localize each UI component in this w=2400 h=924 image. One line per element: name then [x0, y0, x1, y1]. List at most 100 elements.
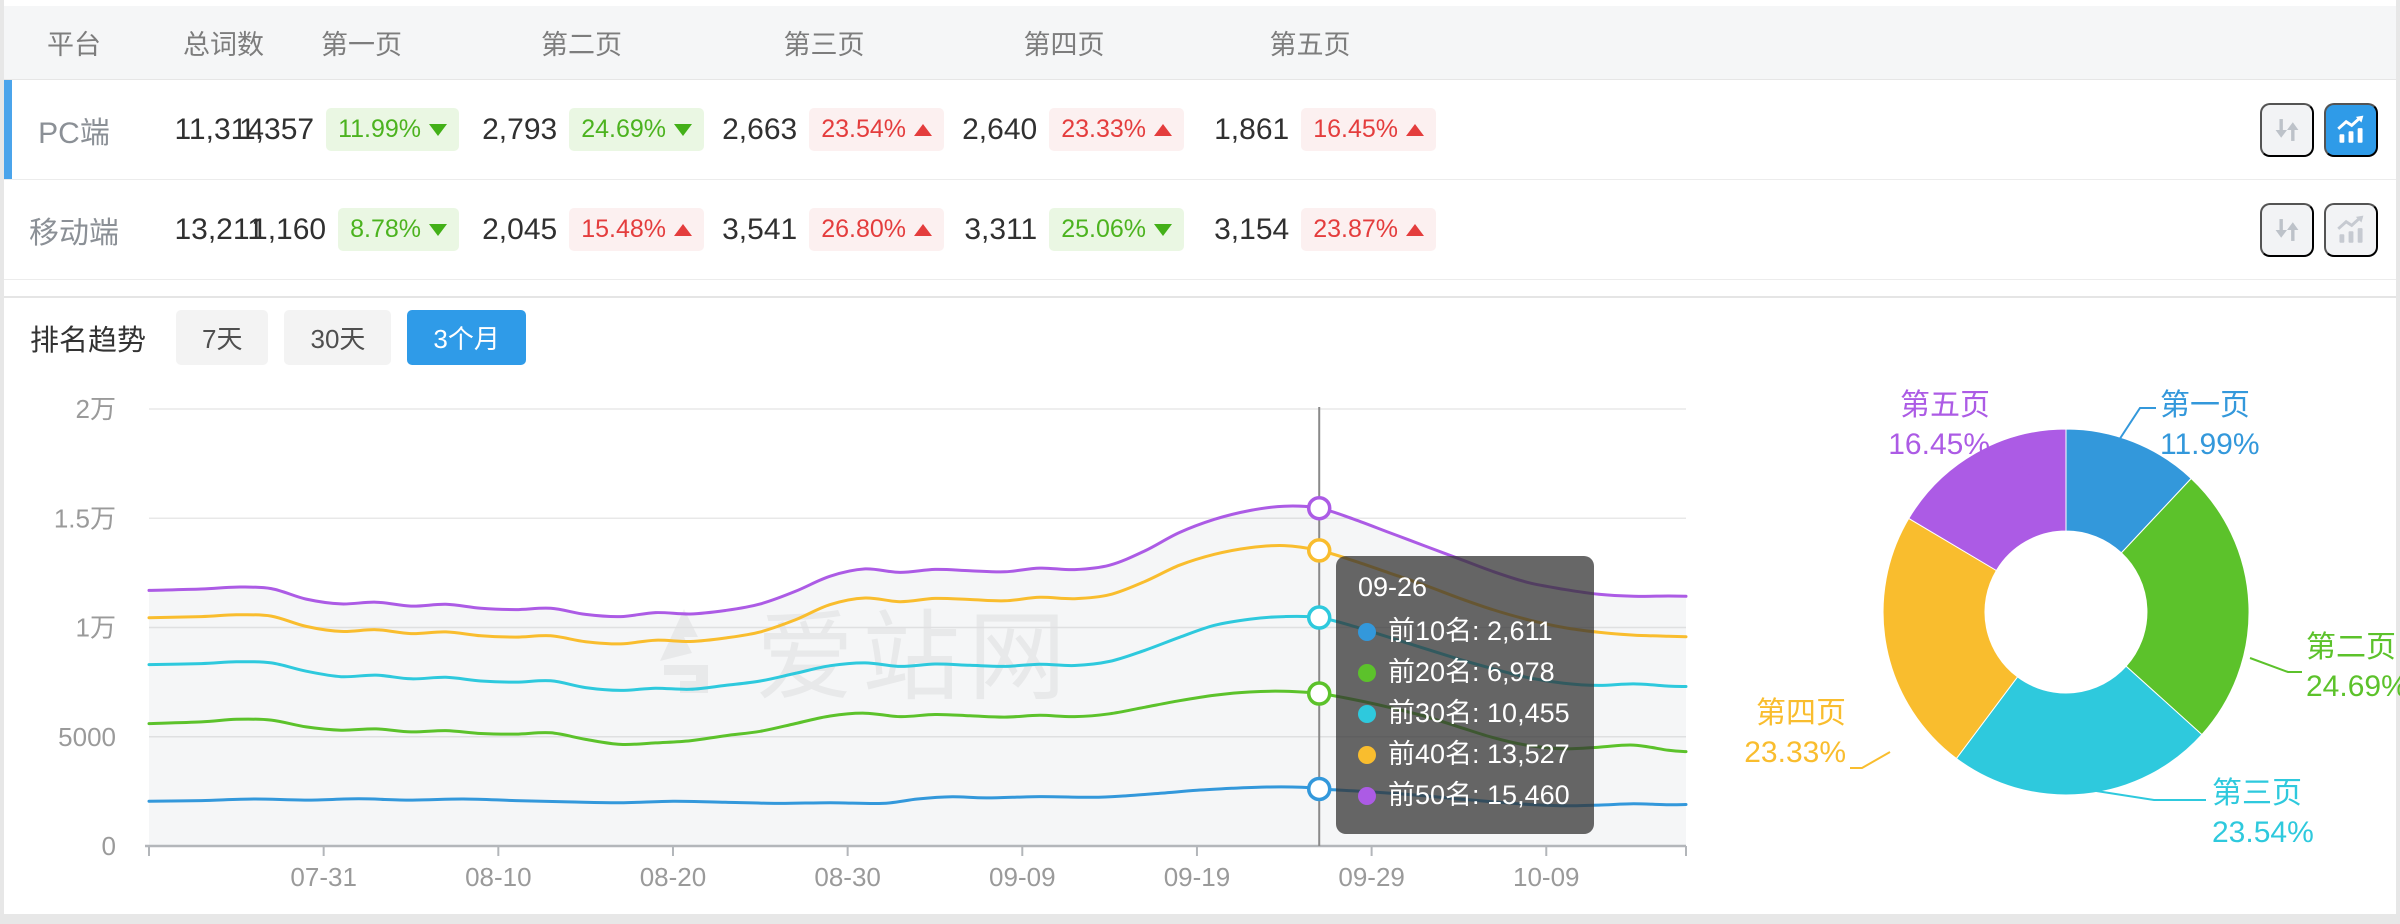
pie-label-name: 第一页 — [2160, 389, 2250, 422]
percent-value: 23.54% — [821, 115, 906, 143]
column-header-total-words: 总词数 — [183, 30, 264, 60]
y-axis-label: 2万 — [76, 394, 116, 424]
page4-count: 3,311 — [964, 212, 1038, 246]
hover-marker-前20名 — [1306, 681, 1332, 706]
pie-label-percent: 16.45% — [1888, 428, 1990, 461]
y-axis-label: 1万 — [76, 613, 116, 643]
page5-percent-badge: 23.87% — [1301, 208, 1436, 251]
tooltip-series-dot — [1358, 704, 1376, 723]
page3-percent-badge: 23.54% — [809, 108, 944, 151]
chart-tooltip: 09-26 前10名: 2,611 前20名: 6,978 前30名: 10,455… — [1336, 556, 1594, 834]
dashboard-card: 平台 总词数 第一页 第二页 第三页 第四页 第五页 PC端 11,314 1,35… — [4, 0, 2400, 914]
page5-percent-badge: 16.45% — [1301, 108, 1436, 151]
trend-chart-icon — [2337, 215, 2364, 243]
x-axis-label: 08-10 — [465, 862, 532, 892]
page2-count: 2,793 — [482, 112, 558, 146]
x-axis-label: 09-19 — [1164, 862, 1231, 892]
y-axis-label: 1.5万 — [54, 503, 116, 533]
page1-cell: 1,357 11.99% — [239, 108, 459, 151]
pie-leader-line-第一页 — [2101, 407, 2156, 467]
hover-marker-前30名 — [1306, 605, 1332, 630]
area-fill — [149, 506, 1686, 846]
page1-cell: 1,160 8.78% — [251, 208, 459, 251]
page5-cell: 3,154 23.87% — [1184, 208, 1436, 251]
table-row-pc[interactable]: PC端 11,314 1,357 11.99% 2,793 24.69% 2,663 23.5… — [4, 80, 2396, 180]
tooltip-series-text: 前40名: 13,527 — [1388, 739, 1570, 769]
sort-arrows-icon — [2275, 118, 2299, 141]
arrow-down-icon — [429, 123, 447, 136]
total-words-value: 13,211 — [174, 212, 264, 246]
trend-chart-button[interactable] — [2324, 202, 2378, 257]
tooltip-series-dot — [1358, 745, 1376, 764]
pie-label-name: 第五页 — [1900, 389, 1990, 422]
percent-value: 11.99% — [338, 115, 421, 143]
page2-cell: 2,045 15.48% — [459, 208, 704, 251]
table-header: 平台 总词数 第一页 第二页 第三页 第四页 第五页 — [4, 6, 2396, 80]
pie-leader-line-第二页 — [2249, 657, 2302, 673]
arrow-up-icon — [1406, 123, 1424, 136]
pie-label-第三页: 第三页 23.54% — [2212, 774, 2382, 852]
tab-range-0[interactable]: 7天 — [176, 310, 269, 365]
trend-line-chart[interactable]: 2万 1.5万 1万 5000 0 07-31 08-10 08-20 08-30 09-09 09… — [4, 376, 1754, 914]
sort-compare-button[interactable] — [2260, 202, 2314, 257]
arrow-up-icon — [1154, 123, 1172, 136]
trend-chart-button[interactable] — [2324, 102, 2378, 157]
pie-label-percent: 23.54% — [2212, 816, 2314, 849]
pie-slice-第二页[interactable] — [2120, 477, 2250, 736]
tooltip-series-row: 前30名: 10,455 — [1358, 693, 1570, 734]
percent-value: 23.33% — [1061, 115, 1146, 143]
page3-cell: 3,541 26.80% — [704, 208, 944, 251]
hover-marker-前40名 — [1306, 538, 1332, 563]
sort-arrows-icon — [2275, 218, 2299, 241]
percent-value: 26.80% — [821, 215, 906, 243]
pie-label-percent: 23.33% — [1744, 736, 1846, 769]
pie-slice-第五页[interactable] — [1908, 428, 2067, 572]
page3-percent-badge: 26.80% — [809, 208, 944, 251]
tooltip-date: 09-26 — [1358, 572, 1428, 602]
page5-cell: 1,861 16.45% — [1184, 108, 1436, 151]
tab-range-1[interactable]: 30天 — [284, 310, 392, 365]
page2-cell: 2,793 24.69% — [459, 108, 704, 151]
total-words-value: 11,314 — [174, 112, 264, 146]
pie-label-name: 第四页 — [1756, 697, 1846, 730]
arrow-up-icon — [914, 123, 932, 136]
column-header-page4: 第四页 — [1023, 30, 1105, 60]
tooltip-series-row: 前20名: 6,978 — [1358, 652, 1570, 693]
page2-count: 2,045 — [482, 212, 558, 246]
arrow-up-icon — [674, 223, 692, 236]
page2-percent-badge: 15.48% — [569, 208, 704, 251]
page5-count: 3,154 — [1214, 212, 1290, 246]
x-axis-label: 09-09 — [989, 862, 1056, 892]
x-axis-label: 09-29 — [1338, 862, 1405, 892]
pie-leader-line-第四页 — [1850, 751, 1891, 769]
pie-label-name: 第二页 — [2306, 631, 2396, 664]
table-row-mobile[interactable]: 移动端 13,211 1,160 8.78% 2,045 15.48% 3,541 26.80… — [4, 180, 2396, 280]
tooltip-series-dot — [1358, 663, 1376, 682]
page1-count: 1,160 — [251, 212, 327, 246]
pie-label-第五页: 第五页 16.45% — [1804, 386, 1990, 464]
hover-marker-前50名 — [1306, 495, 1332, 521]
page3-count: 3,541 — [722, 212, 798, 246]
page4-percent-badge: 23.33% — [1049, 108, 1184, 151]
column-header-page5: 第五页 — [1269, 30, 1351, 60]
arrow-down-icon — [674, 123, 692, 136]
tooltip-series-dot — [1358, 786, 1376, 805]
arrow-down-icon — [429, 223, 447, 236]
pie-slice-第三页[interactable] — [1955, 665, 2203, 796]
tooltip-series-row: 前10名: 2,611 — [1358, 611, 1570, 652]
pie-slice-第四页[interactable] — [1882, 517, 2019, 760]
sort-compare-button[interactable] — [2260, 102, 2314, 157]
pie-label-第四页: 第四页 23.33% — [1664, 694, 1846, 772]
tooltip-series-text: 前20名: 6,978 — [1388, 657, 1555, 687]
x-axis-label: 10-09 — [1513, 862, 1580, 892]
pie-leader-line-第三页 — [2089, 789, 2206, 801]
page-distribution-donut-chart[interactable] — [1694, 376, 2400, 914]
percent-value: 24.69% — [581, 115, 666, 143]
range-tabs: 7天 30天 3个月 — [176, 310, 526, 365]
tab-range-2[interactable]: 3个月 — [407, 310, 526, 365]
percent-value: 8.78% — [350, 215, 421, 243]
page4-cell: 2,640 23.33% — [944, 108, 1184, 151]
page3-count: 2,663 — [722, 112, 798, 146]
page5-count: 1,861 — [1214, 112, 1290, 146]
